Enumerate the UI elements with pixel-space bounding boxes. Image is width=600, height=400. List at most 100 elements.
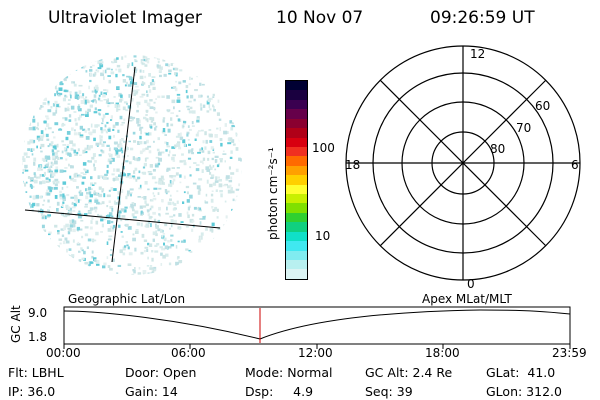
speckle <box>239 199 242 201</box>
speckle <box>108 189 111 192</box>
speckle <box>144 225 148 228</box>
speckle <box>76 271 80 275</box>
colorbar-segment <box>286 260 307 270</box>
speckle <box>217 99 220 103</box>
speckle <box>151 117 155 122</box>
speckle <box>94 206 98 210</box>
speckle <box>93 182 97 185</box>
speckle <box>231 98 234 102</box>
speckle <box>160 263 163 266</box>
speckle <box>191 64 195 68</box>
speckle <box>145 56 148 58</box>
speckle <box>175 172 179 176</box>
speckle <box>77 117 81 121</box>
speckle <box>238 77 242 82</box>
speckle <box>189 218 194 223</box>
speckle <box>183 120 187 124</box>
speckle <box>134 210 138 213</box>
speckle <box>61 234 65 237</box>
speckle <box>205 226 208 231</box>
speckle <box>204 131 207 136</box>
speckle <box>54 85 57 89</box>
speckle <box>62 72 66 75</box>
speckle <box>27 60 30 64</box>
speckle <box>85 96 88 99</box>
speckle <box>136 158 140 162</box>
speckle <box>85 188 87 192</box>
speckle <box>67 230 71 235</box>
speckle <box>50 141 54 145</box>
speckle <box>37 176 41 179</box>
speckle <box>23 276 26 279</box>
speckle <box>108 135 112 140</box>
speckle <box>22 187 24 191</box>
speckle <box>170 239 173 242</box>
speckle <box>215 87 218 90</box>
speckle <box>212 182 217 186</box>
speckle <box>29 67 32 70</box>
speckle <box>116 87 120 89</box>
speckle <box>140 61 143 64</box>
speckle <box>233 247 238 249</box>
speckle <box>110 71 115 75</box>
speckle <box>121 189 124 191</box>
speckle <box>85 276 88 279</box>
speckle <box>58 59 61 62</box>
speckle <box>89 207 94 210</box>
speckle <box>102 265 106 269</box>
speckle <box>34 267 38 271</box>
speckle <box>85 110 88 115</box>
speckle <box>126 244 129 247</box>
speckle <box>146 139 149 144</box>
speckle <box>208 67 211 71</box>
speckle <box>45 159 48 162</box>
speckle <box>116 64 121 68</box>
speckle <box>77 199 80 203</box>
speckle <box>39 65 43 70</box>
speckle <box>45 90 49 93</box>
speckle <box>71 276 73 278</box>
speckle <box>52 145 57 149</box>
speckle <box>22 240 25 243</box>
speckle <box>47 199 50 203</box>
speckle <box>101 143 105 147</box>
speckle <box>146 209 150 212</box>
speckle <box>49 274 52 275</box>
speckle <box>211 190 214 192</box>
speckle <box>214 155 219 158</box>
speckle <box>226 262 230 266</box>
speckle <box>22 180 24 184</box>
x-tick-2359: 23:59 <box>552 346 587 360</box>
speckle <box>136 101 141 105</box>
speckle <box>95 260 100 264</box>
speckle <box>55 180 60 184</box>
speckle <box>142 55 146 59</box>
speckle <box>221 272 225 275</box>
speckle <box>152 86 156 90</box>
speckle <box>220 193 223 198</box>
speckle <box>89 66 93 69</box>
speckle <box>40 95 44 99</box>
speckle <box>106 256 109 260</box>
speckle <box>93 111 98 114</box>
speckle <box>115 73 118 78</box>
speckle <box>122 79 126 83</box>
speckle <box>118 174 122 178</box>
speckle <box>167 153 170 157</box>
speckle <box>104 173 108 176</box>
speckle <box>30 226 35 229</box>
speckle <box>55 252 59 257</box>
speckle <box>65 158 68 161</box>
speckle <box>33 162 36 166</box>
speckle <box>98 193 103 198</box>
speckle <box>137 124 141 127</box>
speckle <box>109 206 114 209</box>
speckle <box>148 243 153 247</box>
speckle <box>84 99 87 103</box>
speckle <box>205 250 208 254</box>
speckle <box>102 114 106 118</box>
speckle <box>209 166 213 170</box>
speckle <box>146 60 150 64</box>
speckle <box>123 140 126 143</box>
speckle <box>188 128 192 131</box>
